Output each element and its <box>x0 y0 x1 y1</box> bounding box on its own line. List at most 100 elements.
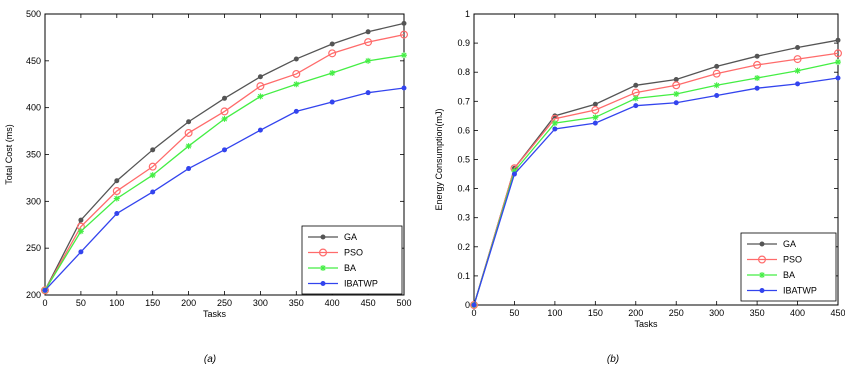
y-tick-label: 350 <box>26 150 41 160</box>
data-point-ga <box>633 82 639 88</box>
y-tick-label: 0.5 <box>457 155 470 165</box>
data-point-pso <box>112 187 121 196</box>
data-point-ibatwp <box>592 120 598 126</box>
series-line-pso <box>473 52 839 306</box>
y-tick-label: 0.1 <box>457 271 470 281</box>
legend-marker <box>320 281 326 286</box>
x-tick-label: 450 <box>830 308 845 318</box>
data-point-ga <box>150 147 156 153</box>
data-point-ga <box>835 37 841 43</box>
x-tick-label: 100 <box>547 308 562 318</box>
data-point-ga <box>673 76 679 82</box>
data-point-ibatwp <box>795 81 801 87</box>
data-point-ibatwp <box>754 85 760 91</box>
y-tick-label: 0.3 <box>457 213 470 223</box>
y-tick-label: 0.8 <box>457 67 470 77</box>
data-point-ga <box>795 44 801 50</box>
data-point-ga <box>714 63 720 69</box>
data-point-pso <box>220 107 229 116</box>
data-point-pso <box>256 82 265 91</box>
chart-panel-a: 0 50 100 150 200 250 300 350 400 450 500 200 250 300 3… <box>4 9 412 365</box>
legend-label: IBATWP <box>344 279 378 289</box>
x-tick-label: 400 <box>790 308 805 318</box>
x-tick-label: 50 <box>509 308 519 318</box>
series-line-ga <box>473 39 839 306</box>
data-point-ga <box>754 53 760 59</box>
y-axis-label: Energy Consumption(mJ) <box>434 108 444 210</box>
data-point-pso <box>712 69 721 78</box>
data-point-ga <box>401 20 407 26</box>
data-point-ga <box>293 56 299 62</box>
data-point-ibatwp <box>329 99 335 105</box>
x-tick-label: 250 <box>669 308 684 318</box>
data-point-ba <box>754 75 761 82</box>
legend-label: BA <box>344 263 356 273</box>
series-ibatwp <box>42 85 407 293</box>
series-line-pso <box>44 33 405 291</box>
legend-label: PSO <box>344 248 363 258</box>
legend-label: IBATWP <box>783 286 817 296</box>
data-point-pso <box>591 106 600 115</box>
y-tick-label: 0.7 <box>457 96 470 106</box>
x-tick-label: 300 <box>709 308 724 318</box>
data-point-pso <box>400 30 409 39</box>
data-point-ba <box>293 81 300 88</box>
legend-label: PSO <box>783 255 802 265</box>
data-point-pso <box>148 162 157 171</box>
data-point-ibatwp <box>511 171 517 177</box>
chart-panel-b: 0 50 100 150 200 250 300 350 400 450 0 0.1 0.2 0.3 0.4… <box>434 9 845 365</box>
x-tick-label: 0 <box>471 308 476 318</box>
y-tick-label: 250 <box>26 243 41 253</box>
data-point-ibatwp <box>835 75 841 81</box>
x-tick-label: 350 <box>750 308 765 318</box>
data-point-pso <box>833 49 842 58</box>
x-tick-label: 350 <box>289 298 304 308</box>
data-point-ibatwp <box>293 108 299 114</box>
x-tick-label: 0 <box>42 298 47 308</box>
legend-label: GA <box>344 232 357 242</box>
data-point-ga <box>329 41 335 47</box>
legend-marker <box>759 272 765 278</box>
series-line-ba <box>473 61 839 306</box>
x-tick-label: 100 <box>109 298 124 308</box>
data-point-ibatwp <box>42 287 48 293</box>
legend: GA PSO BA IBATWP <box>301 225 403 295</box>
data-point-pso <box>184 128 193 137</box>
data-point-ba <box>551 120 558 127</box>
y-tick-label: 450 <box>26 56 41 66</box>
legend-marker <box>320 234 326 240</box>
data-point-ibatwp <box>78 249 84 255</box>
data-point-pso <box>292 69 301 78</box>
y-tick-label: 0.4 <box>457 184 470 194</box>
y-tick-label: 0 <box>465 300 470 310</box>
data-point-ga <box>222 95 227 101</box>
series-pso <box>40 30 409 295</box>
data-point-ba <box>673 91 680 98</box>
data-point-ba <box>592 114 599 121</box>
data-point-ba <box>401 52 407 59</box>
data-point-ga <box>114 178 120 184</box>
data-point-ibatwp <box>365 90 371 96</box>
data-point-ibatwp <box>471 302 477 308</box>
data-point-ba <box>257 93 264 100</box>
data-point-ibatwp <box>257 127 263 133</box>
x-tick-label: 400 <box>325 298 340 308</box>
x-tick-label: 150 <box>145 298 160 308</box>
series-ibatwp <box>471 75 841 308</box>
x-tick-label: 50 <box>76 298 86 308</box>
y-tick-label: 1 <box>465 9 470 19</box>
legend-marker <box>757 255 766 264</box>
x-tick-label: 500 <box>396 298 411 308</box>
y-tick-label: 0.6 <box>457 125 470 135</box>
panel-caption: (a) <box>204 354 216 365</box>
y-tick-label: 0.2 <box>457 242 470 252</box>
y-axis-label: Total Cost (ms) <box>4 124 14 185</box>
data-point-ba <box>365 57 372 64</box>
x-axis-label: Tasks <box>203 309 227 319</box>
data-point-ba <box>77 228 84 235</box>
data-point-pso <box>672 81 681 90</box>
y-tick-label: 500 <box>26 9 41 19</box>
data-point-ba <box>221 115 228 122</box>
x-tick-label: 200 <box>628 308 643 318</box>
